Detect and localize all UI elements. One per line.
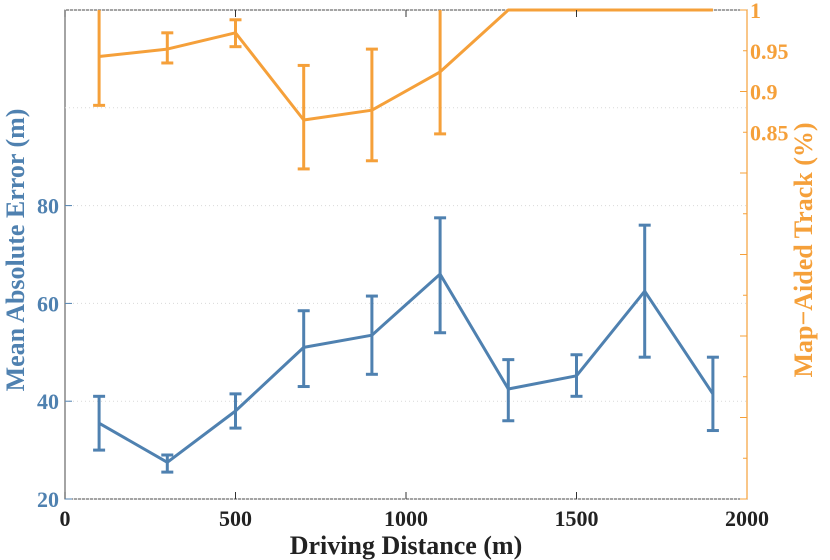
error-bar	[93, 394, 106, 452]
series-line	[98, 272, 715, 464]
y-right-tick-label: 1	[750, 0, 761, 23]
y-left-tick-label: 80	[37, 194, 59, 219]
series-left	[93, 216, 719, 474]
error-bar	[365, 294, 378, 376]
error-bar	[706, 355, 719, 433]
error-bar	[161, 453, 174, 474]
y-axis-right-title: Map−Aided Track (%)	[789, 122, 818, 377]
x-tick-label: 1000	[384, 506, 428, 531]
error-bar	[93, 10, 106, 107]
y-left-tick-label: 40	[37, 389, 59, 414]
x-tick-label: 1500	[555, 506, 599, 531]
y-axis-left-title: Mean Absolute Error (m)	[1, 109, 30, 392]
y-left-tick-label: 60	[37, 291, 59, 316]
series-line	[98, 8, 713, 122]
y-right-tick-label: 0.9	[750, 80, 778, 105]
error-bar	[434, 10, 447, 136]
x-tick-label: 2000	[725, 506, 769, 531]
error-bar	[229, 18, 242, 49]
tick-layer: 0 500 1000 1500 2000 20 40 60 80 1 0.95 0.9 0.85	[37, 0, 789, 531]
error-bar	[161, 31, 174, 65]
error-bar	[297, 63, 310, 171]
x-tick-label: 500	[219, 506, 252, 531]
y-right-tick-label: 0.95	[750, 39, 789, 64]
y-left-tick-label: 20	[37, 487, 59, 512]
error-bar	[297, 309, 310, 389]
series-layer	[93, 8, 719, 474]
y-right-tick-label: 0.85	[750, 120, 789, 145]
error-bar	[638, 223, 651, 359]
series-right	[93, 8, 713, 171]
error-bar	[502, 358, 515, 423]
error-bar	[365, 47, 378, 163]
error-bar	[434, 216, 447, 335]
error-bar	[229, 392, 242, 430]
error-bar	[570, 353, 583, 398]
x-axis-title: Driving Distance (m)	[290, 531, 523, 560]
x-tick-label: 0	[60, 506, 71, 531]
